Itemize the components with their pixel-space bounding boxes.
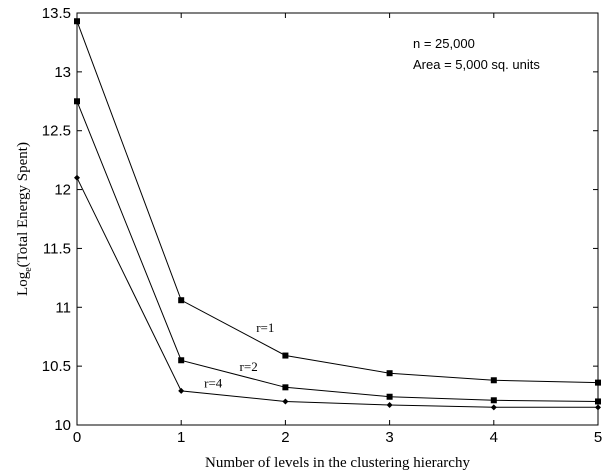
series-label-r=4: r=4 bbox=[204, 375, 223, 390]
y-tick-label: 10.5 bbox=[42, 358, 71, 375]
series-r=2: r=2 bbox=[74, 98, 601, 405]
series-r=1: r=1 bbox=[74, 18, 601, 386]
series-line bbox=[76, 177, 598, 408]
data-point bbox=[490, 397, 497, 404]
x-tick-label: 3 bbox=[385, 429, 393, 446]
series-line bbox=[76, 21, 599, 384]
data-point bbox=[386, 401, 393, 408]
data-point bbox=[282, 398, 289, 405]
x-tick-label: 5 bbox=[594, 429, 602, 446]
annotation-area: Area = 5,000 sq. units bbox=[413, 57, 540, 72]
data-point bbox=[386, 393, 393, 400]
data-point bbox=[595, 379, 601, 386]
x-tick-label: 1 bbox=[177, 429, 185, 446]
plot-area bbox=[76, 12, 599, 426]
x-tick-label: 4 bbox=[490, 429, 498, 446]
series-label-r=1: r=1 bbox=[256, 320, 274, 335]
series-group: r=1 r=2 r=4 bbox=[74, 18, 601, 411]
annotation-n: n = 25,000 bbox=[413, 36, 475, 51]
y-tick-label: 12.5 bbox=[42, 123, 71, 140]
y-axis-label-suffix: (Total Energy Spent) bbox=[15, 142, 31, 267]
data-point bbox=[490, 404, 497, 411]
series-r=4: r=4 bbox=[74, 174, 601, 411]
y-tick-label: 11.5 bbox=[43, 240, 71, 257]
data-point bbox=[74, 98, 80, 105]
data-point bbox=[178, 387, 185, 394]
data-point bbox=[282, 352, 289, 359]
series-label-r=2: r=2 bbox=[240, 359, 258, 374]
y-tick-label: 11 bbox=[55, 299, 71, 316]
y-axis-label-prefix: Log bbox=[15, 271, 31, 296]
y-tick-label: 13.5 bbox=[42, 5, 71, 22]
y-axis-label-subscript: e bbox=[23, 267, 34, 272]
data-point bbox=[490, 377, 497, 384]
y-tick-label: 10 bbox=[54, 417, 71, 434]
x-axis-label: Number of levels in the clustering hiera… bbox=[205, 455, 470, 471]
y-axis-label: Loge(Total Energy Spent) bbox=[15, 142, 34, 296]
data-point bbox=[178, 357, 185, 364]
series-line bbox=[76, 101, 599, 402]
data-point bbox=[595, 404, 601, 411]
data-point bbox=[74, 174, 80, 181]
x-tick-label: 0 bbox=[73, 429, 81, 446]
data-point bbox=[595, 398, 601, 405]
data-point bbox=[178, 297, 185, 304]
data-point bbox=[74, 18, 80, 25]
x-tick-label: 2 bbox=[281, 429, 289, 446]
data-point bbox=[386, 370, 393, 377]
y-tick-label: 13 bbox=[54, 64, 71, 81]
data-point bbox=[282, 384, 289, 391]
y-tick-label: 12 bbox=[54, 182, 71, 199]
